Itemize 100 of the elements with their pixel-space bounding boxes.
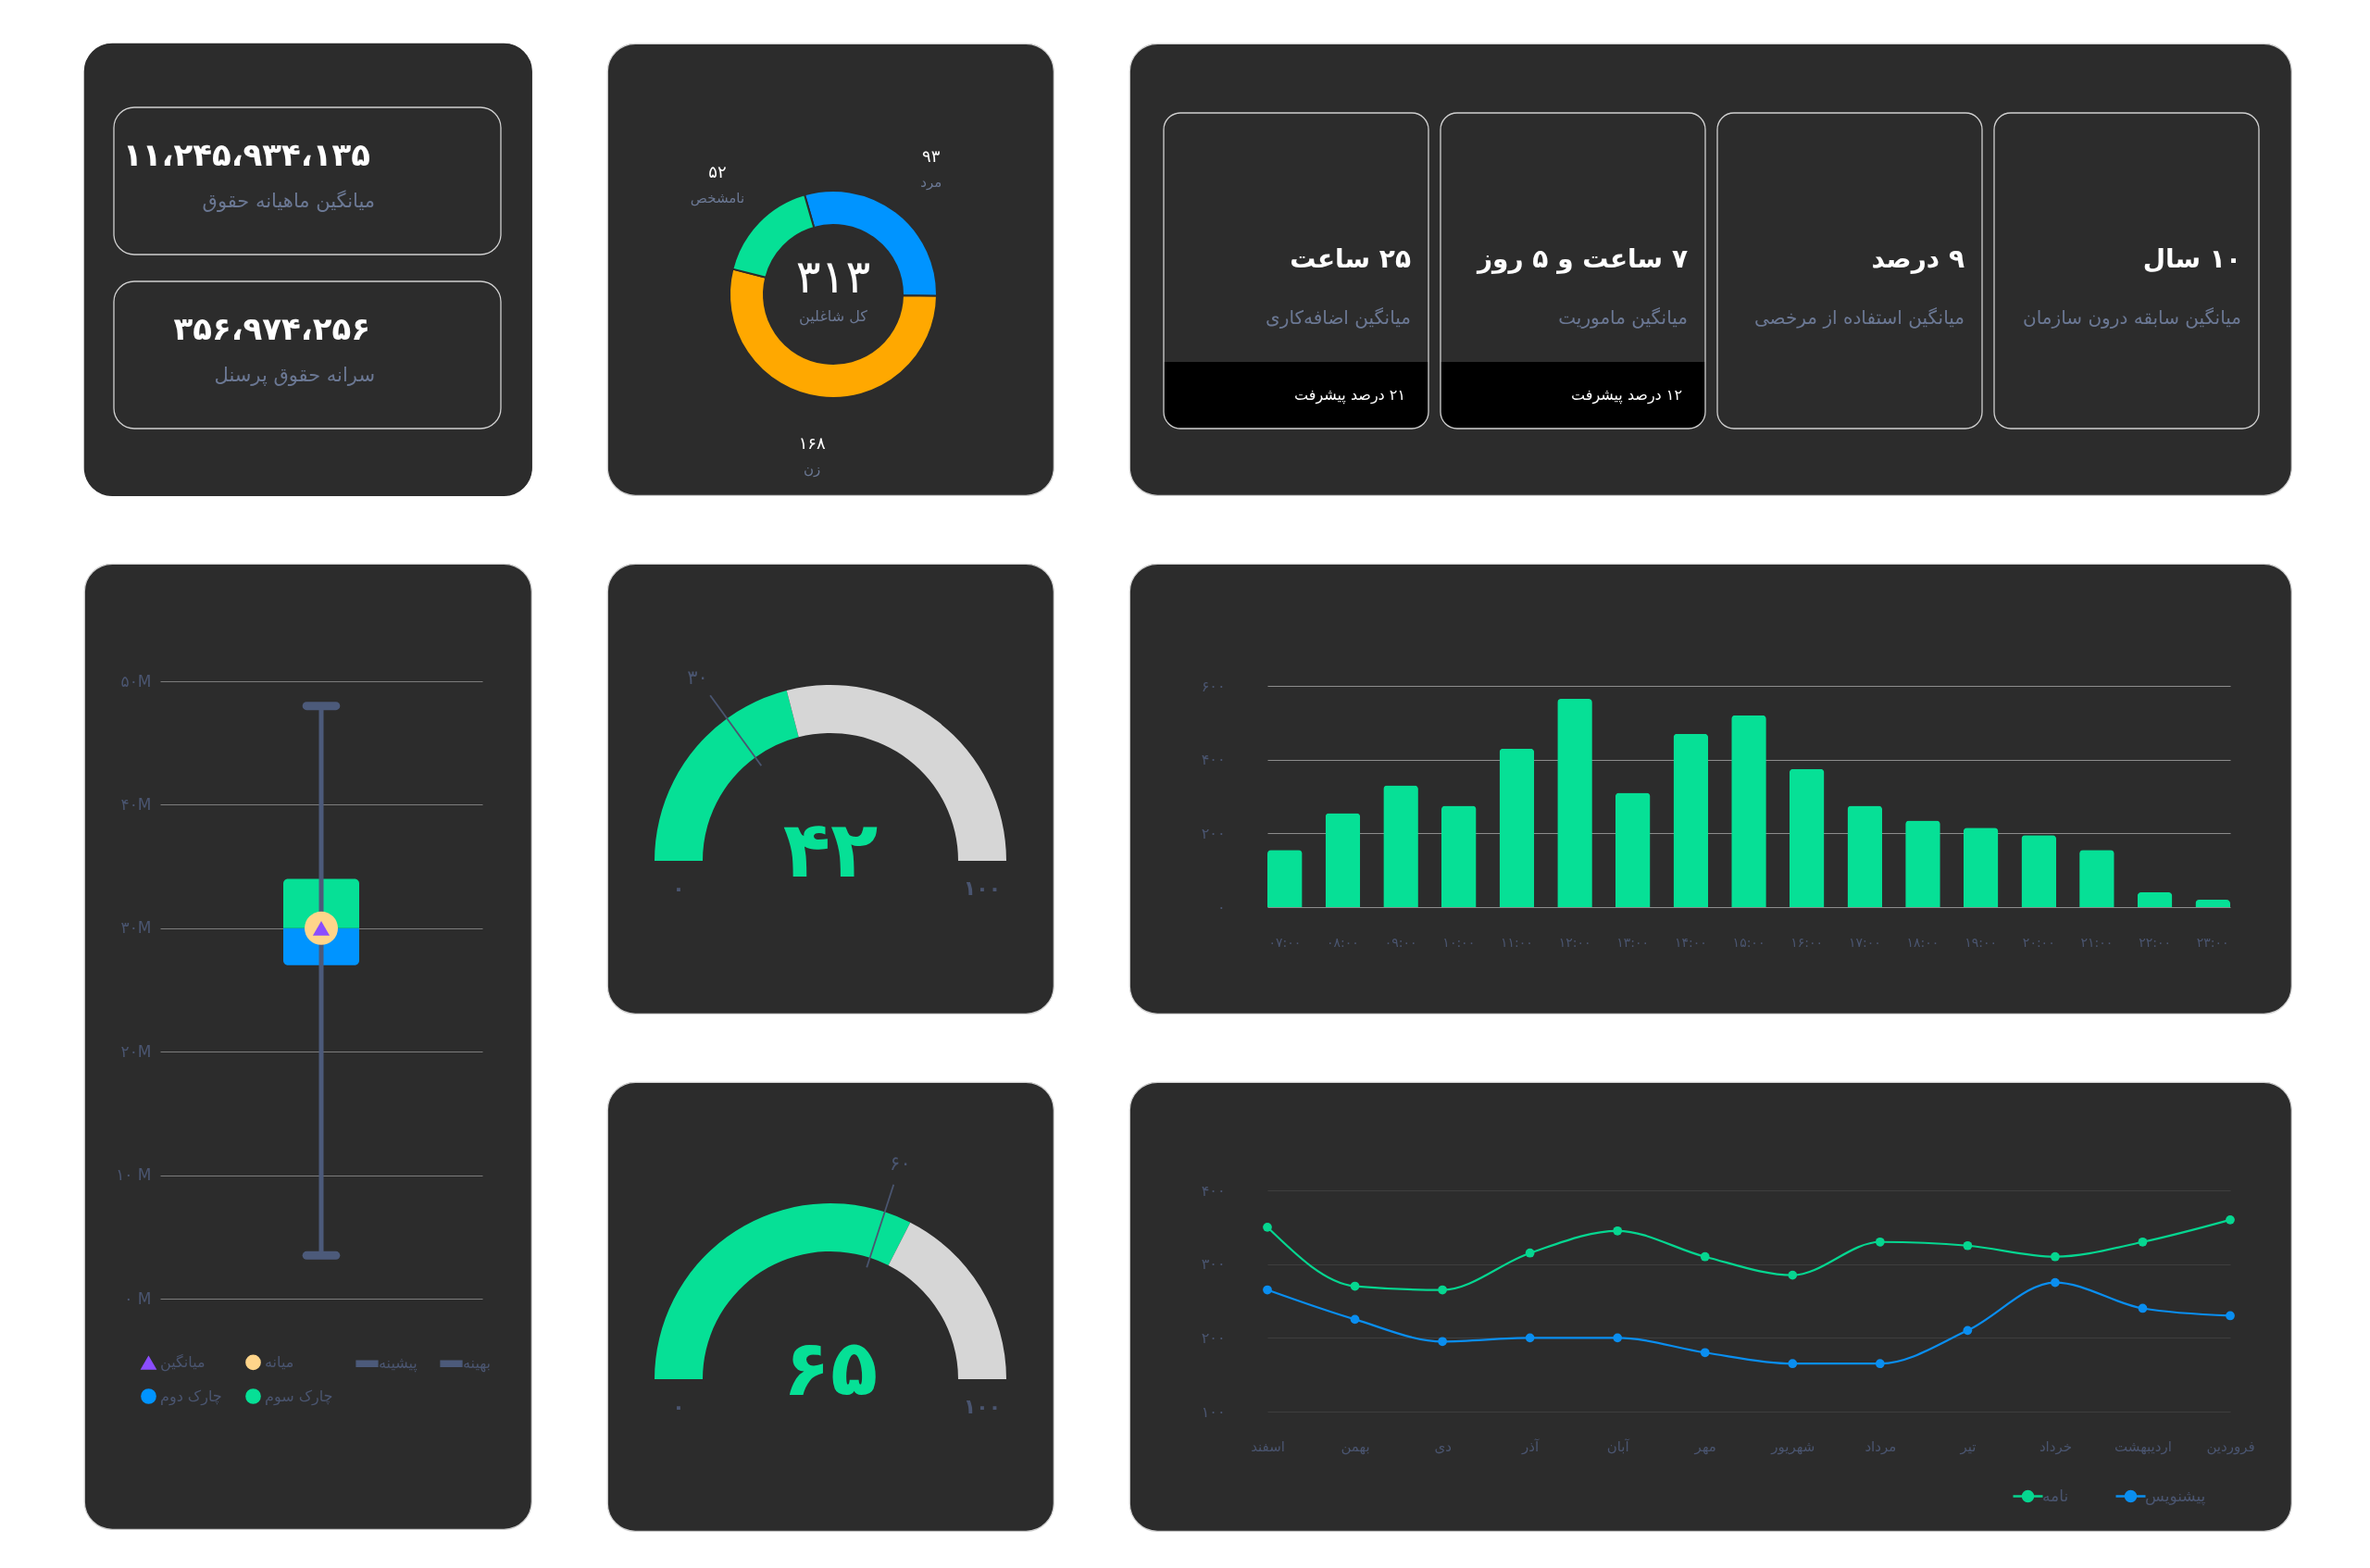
- x-tick-label: اسفند: [1251, 1437, 1285, 1455]
- bar: [1267, 850, 1303, 907]
- point: [1963, 1325, 1973, 1336]
- bar: [2021, 835, 2057, 907]
- bar: [2195, 900, 2230, 907]
- point: [1963, 1240, 1973, 1251]
- text: ۲۵ ساعت: [1290, 243, 1411, 274]
- point: [1613, 1226, 1623, 1236]
- text: میانگین سابقه درون سازمان: [2023, 306, 2241, 329]
- point: [1350, 1281, 1360, 1291]
- x-tick-label: ۱۱:۰۰: [1501, 934, 1533, 950]
- y-tick-label: ۴۰M: [120, 794, 152, 814]
- text: ۲۱ درصد پیشرفت: [1294, 386, 1405, 404]
- bar: [1441, 805, 1477, 907]
- legend-label: چارک دوم: [160, 1387, 222, 1406]
- bar: [1847, 805, 1883, 907]
- legend-label: میانه: [265, 1352, 294, 1371]
- point: [2051, 1251, 2060, 1262]
- text: ۱۰۰: [963, 1395, 1002, 1418]
- bar: [2137, 892, 2173, 907]
- text: ۳۱۳: [795, 250, 871, 304]
- x-tick-label: ۱۰:۰۰: [1442, 934, 1476, 950]
- bar: [1673, 733, 1709, 907]
- data-label: ۹۳: [922, 145, 941, 166]
- x-tick-label: تیر: [1959, 1437, 1977, 1455]
- text: ۱۰۰: [963, 877, 1002, 900]
- y-tick-label: ۲۰M: [120, 1041, 152, 1061]
- x-tick-label: ۱۸:۰۰: [1906, 934, 1940, 950]
- x-tick-label: ۱۶:۰۰: [1790, 934, 1824, 950]
- text: ۷ ساعت و ۵ روز: [1475, 243, 1688, 274]
- point: [1525, 1248, 1535, 1258]
- bar: [1557, 698, 1592, 907]
- x-tick-label: دی: [1434, 1437, 1452, 1455]
- y-tick-label: ۲۰۰: [1201, 824, 1226, 842]
- point: [1438, 1337, 1447, 1347]
- slice-label: زن: [804, 461, 821, 479]
- y-tick-label: ۲۰۰: [1201, 1328, 1226, 1347]
- x-tick-label: ۱۴:۰۰: [1674, 934, 1707, 950]
- x-tick-label: ۱۳:۰۰: [1616, 934, 1650, 950]
- x-tick-label: آبان: [1606, 1437, 1630, 1455]
- point: [1613, 1333, 1623, 1343]
- point: [2138, 1237, 2148, 1247]
- point: [1788, 1359, 1798, 1369]
- text: میانگین ماموریت: [1558, 306, 1688, 329]
- text: سرانه حقوق پرسنل: [214, 364, 375, 386]
- text: ۱۰ سال: [2142, 243, 2241, 274]
- bar: [1383, 785, 1418, 907]
- bar: [1789, 768, 1825, 907]
- y-tick-label: ۰ M: [124, 1288, 152, 1308]
- text: کل شاغلین: [799, 307, 868, 326]
- x-tick-label: ۲۳:۰۰: [2196, 934, 2229, 950]
- point: [1525, 1333, 1535, 1343]
- bar: [1731, 715, 1766, 907]
- text: ۶۵: [782, 1323, 879, 1413]
- x-tick-label: ۰۷:۰۰: [1268, 934, 1302, 950]
- x-tick-label: ۲۲:۰۰: [2139, 934, 2171, 950]
- legend-label: نامه: [2042, 1486, 2069, 1505]
- bar: [1905, 820, 1940, 907]
- x-tick-label: ۲۱:۰۰: [2080, 934, 2114, 950]
- x-tick-label: ۱۵:۰۰: [1732, 934, 1765, 950]
- point: [1875, 1237, 1885, 1247]
- point: [1263, 1222, 1272, 1232]
- point: [1438, 1285, 1447, 1295]
- y-tick-label: ۰: [1216, 898, 1226, 916]
- y-tick-label: ۴۰۰: [1201, 751, 1226, 769]
- bar: [1615, 792, 1651, 907]
- y-tick-label: ۴۰۰: [1201, 1181, 1226, 1200]
- point: [2226, 1311, 2235, 1321]
- legend-label: میانگین: [160, 1353, 206, 1373]
- y-tick-label: ۱۰۰: [1201, 1402, 1226, 1421]
- text: ۳۰: [687, 666, 708, 689]
- slice-label: مرد: [920, 173, 942, 191]
- point: [2226, 1215, 2235, 1225]
- text: ۰: [672, 1395, 685, 1418]
- x-tick-label: بهمن: [1341, 1437, 1370, 1455]
- x-tick-label: آذر: [1521, 1437, 1540, 1455]
- y-tick-label: ۳۰۰: [1201, 1255, 1226, 1274]
- x-tick-label: ۱۹:۰۰: [1965, 934, 1997, 950]
- x-tick-label: ۰۹:۰۰: [1384, 934, 1417, 950]
- text: ۱۲ درصد پیشرفت: [1571, 386, 1682, 404]
- legend-label: پیشنویس: [2145, 1486, 2206, 1506]
- text: ۰: [672, 877, 685, 900]
- data-label: ۱۶۸: [798, 433, 827, 454]
- point: [1700, 1251, 1710, 1262]
- x-tick-label: ۱۲:۰۰: [1558, 934, 1591, 950]
- point: [1263, 1285, 1272, 1295]
- x-tick-label: شهریور: [1770, 1437, 1815, 1455]
- bar: [1325, 813, 1361, 907]
- y-tick-label: ۱۰ M: [116, 1165, 152, 1185]
- point: [1875, 1359, 1885, 1369]
- y-tick-label: ۵۰M: [120, 671, 152, 691]
- legend-label: بهینه: [463, 1354, 492, 1374]
- bar: [1963, 828, 1999, 907]
- legend-label: چارک سوم: [265, 1387, 333, 1406]
- x-tick-label: ۱۷:۰۰: [1848, 934, 1881, 950]
- x-tick-label: ۰۸:۰۰: [1327, 934, 1359, 950]
- bar: [2079, 850, 2114, 907]
- data-label: ۵۲: [708, 162, 727, 182]
- text: ۱۱،۲۴۵،۹۳۴،۱۳۵: [122, 136, 370, 173]
- x-tick-label: اردیبهشت: [2114, 1437, 2172, 1455]
